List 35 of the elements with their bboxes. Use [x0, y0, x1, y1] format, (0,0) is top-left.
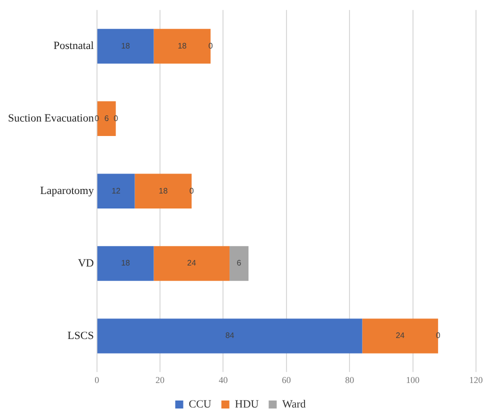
- data-label: 24: [187, 258, 197, 268]
- x-tick-label: 80: [345, 374, 355, 385]
- bar: [134, 174, 192, 208]
- legend-label: Ward: [282, 398, 306, 410]
- bar: [97, 318, 362, 354]
- legend-label: CCU: [188, 398, 212, 410]
- y-tick-label: Postnatal: [53, 40, 94, 52]
- y-tick-label: VD: [78, 257, 94, 270]
- data-label: 84: [225, 331, 235, 340]
- y-tick-label: Suction Evacuation: [8, 112, 94, 125]
- bar: [362, 318, 438, 354]
- data-label: 18: [178, 41, 188, 50]
- x-tick-label: 100: [406, 374, 420, 385]
- data-label: 12: [112, 186, 122, 196]
- x-tick-label: 0: [94, 374, 100, 385]
- bar: [97, 174, 135, 208]
- data-label: 18: [121, 41, 131, 50]
- bar: [97, 28, 154, 64]
- y-tick-label: LSCS: [68, 330, 94, 342]
- data-label: 18: [158, 186, 168, 196]
- bar: [154, 246, 230, 281]
- legend-label: HDU: [234, 398, 259, 410]
- data-label: 6: [104, 114, 110, 123]
- x-tick-label: 40: [218, 374, 228, 385]
- y-tick-label: Laparotomy: [40, 184, 94, 197]
- bar: [230, 246, 249, 281]
- bar: [154, 28, 211, 64]
- bar: [97, 246, 154, 281]
- x-tick-label: 20: [156, 374, 166, 385]
- bar: [97, 101, 116, 136]
- x-tick-label: 60: [282, 374, 292, 385]
- x-tick-label: 120: [469, 374, 484, 385]
- data-label: 18: [121, 258, 131, 268]
- data-label: 6: [236, 258, 242, 268]
- data-label: 24: [396, 331, 406, 340]
